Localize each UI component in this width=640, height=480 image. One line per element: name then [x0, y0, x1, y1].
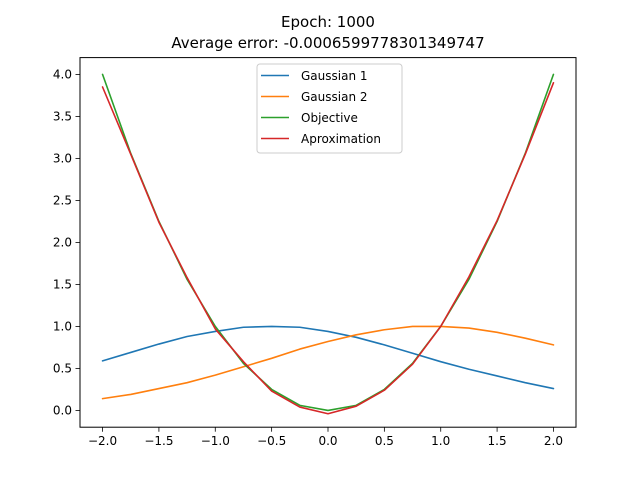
y-tick-label: 3.0: [53, 152, 72, 166]
legend-label: Gaussian 2: [301, 90, 368, 104]
x-tick-label: 0.0: [318, 434, 337, 448]
legend-box: [256, 63, 403, 154]
x-tick-label: 1.0: [431, 434, 450, 448]
chart-title-line2: Average error: -0.0006599778301349747: [171, 34, 484, 52]
x-tick-label: −1.5: [144, 434, 173, 448]
legend-label: Objective: [301, 111, 358, 125]
series-line-gaussian-2: [101, 325, 555, 400]
y-tick-label: 1.0: [53, 320, 72, 334]
y-tick-label: 2.0: [53, 236, 72, 250]
y-tick-label: 3.5: [53, 110, 72, 124]
x-tick-label: −2.0: [88, 434, 117, 448]
chart-title-line1: Epoch: 1000: [281, 13, 375, 31]
plot-area: [101, 73, 555, 415]
legend-label: Gaussian 1: [301, 69, 368, 83]
y-tick-label: 0.0: [53, 404, 72, 418]
legend-label: Aproximation: [301, 132, 381, 146]
x-tick-label: −0.5: [257, 434, 286, 448]
x-tick-label: 0.5: [375, 434, 394, 448]
x-tick-label: 1.5: [488, 434, 507, 448]
x-tick-label: −1.0: [201, 434, 230, 448]
y-tick-label: 4.0: [53, 68, 72, 82]
legend: Gaussian 1 Gaussian 2 Objective Aproximatio…: [256, 63, 403, 154]
series-line-gaussian-1: [101, 325, 555, 390]
x-tick-label: 2.0: [544, 434, 563, 448]
series-line-aproximation: [101, 82, 555, 415]
y-tick-label: 0.5: [53, 362, 72, 376]
y-tick-label: 2.5: [53, 194, 72, 208]
y-tick-label: 1.5: [53, 278, 72, 292]
